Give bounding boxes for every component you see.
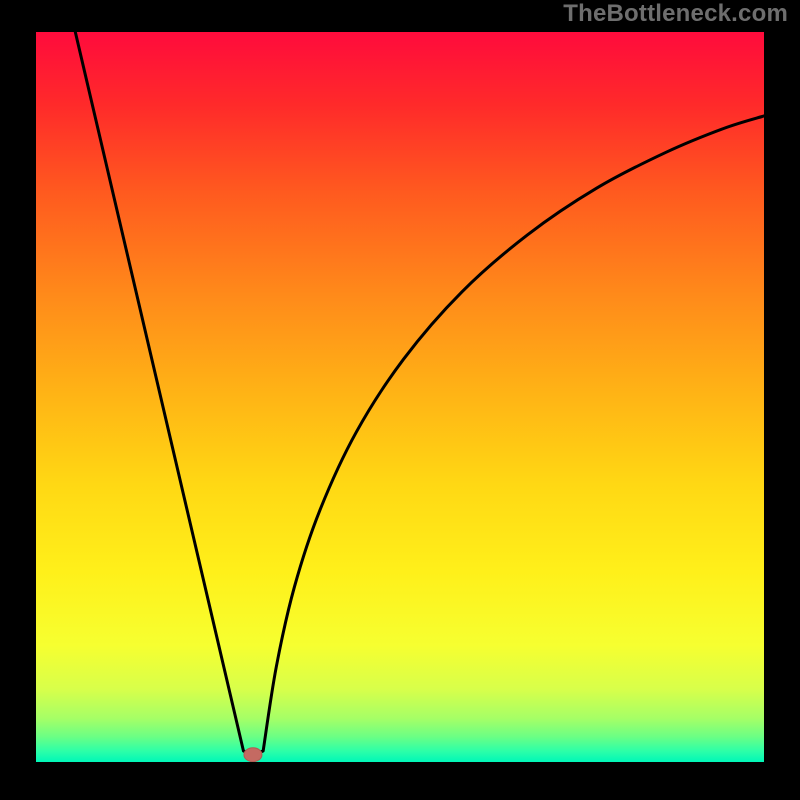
plot-area bbox=[36, 32, 764, 762]
bottleneck-chart bbox=[0, 0, 800, 800]
gradient-background bbox=[36, 32, 764, 762]
chart-stage: TheBottleneck.com bbox=[0, 0, 800, 800]
optimal-point-marker bbox=[244, 748, 262, 762]
